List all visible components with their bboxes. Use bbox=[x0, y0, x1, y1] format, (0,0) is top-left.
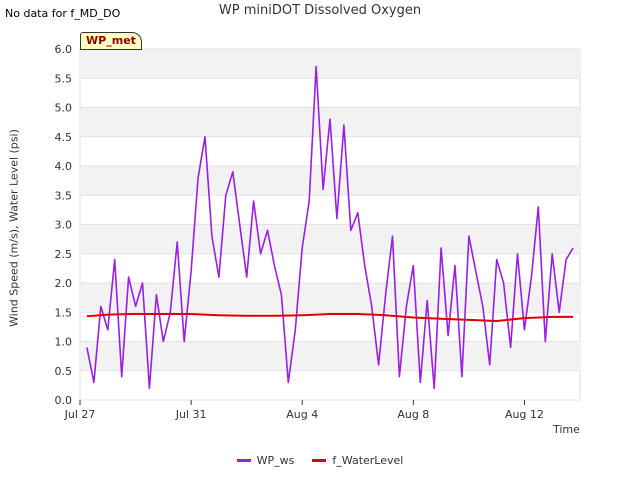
legend-swatch-water-level bbox=[312, 459, 327, 462]
y-tick-label: 0.0 bbox=[55, 394, 73, 407]
y-tick-label: 5.0 bbox=[55, 102, 73, 115]
x-tick-label: Aug 8 bbox=[397, 408, 429, 421]
series-line-wp-ws bbox=[86, 65, 574, 390]
grid-band bbox=[80, 283, 580, 313]
y-tick-label: 1.5 bbox=[55, 306, 73, 319]
series-line-water-level bbox=[86, 313, 574, 322]
grid-band bbox=[80, 224, 580, 254]
x-tick-label: Jul 27 bbox=[64, 408, 96, 421]
y-tick-label: 2.5 bbox=[55, 248, 73, 261]
legend: WP_ws f_WaterLevel bbox=[0, 454, 640, 467]
x-tick-label: Aug 4 bbox=[286, 408, 318, 421]
x-axis-label: Time bbox=[553, 423, 580, 436]
y-tick-label: 4.0 bbox=[55, 160, 73, 173]
y-tick-label: 6.0 bbox=[55, 43, 73, 56]
chart-title: WP miniDOT Dissolved Oxygen bbox=[218, 3, 422, 18]
y-axis-label: Wind Speed (m/s), Water Level (psi) bbox=[7, 129, 21, 327]
y-tick-label: 2.0 bbox=[55, 277, 73, 290]
grid-band bbox=[80, 166, 580, 196]
legend-item-wp-ws[interactable]: WP_ws bbox=[236, 454, 295, 467]
legend-item-water-level[interactable]: f_WaterLevel bbox=[312, 454, 403, 467]
y-tick-label: 3.0 bbox=[55, 219, 73, 232]
grid-band bbox=[80, 341, 580, 371]
legend-swatch-wp-ws bbox=[236, 459, 251, 462]
legend-label-wp-ws: WP_ws bbox=[256, 454, 295, 467]
grid-band bbox=[80, 49, 580, 79]
y-tick-label: 0.5 bbox=[55, 365, 73, 378]
station-badge: WP_met bbox=[80, 32, 142, 50]
no-data-note: No data for f_MD_DO bbox=[5, 7, 121, 20]
y-tick-label: 1.0 bbox=[55, 336, 73, 349]
y-tick-label: 4.5 bbox=[55, 131, 73, 144]
legend-label-water-level: f_WaterLevel bbox=[332, 454, 404, 467]
x-tick-label: Aug 12 bbox=[505, 408, 544, 421]
y-tick-label: 3.5 bbox=[55, 189, 73, 202]
x-tick-label: Jul 31 bbox=[175, 408, 207, 421]
y-tick-label: 5.5 bbox=[55, 72, 73, 85]
